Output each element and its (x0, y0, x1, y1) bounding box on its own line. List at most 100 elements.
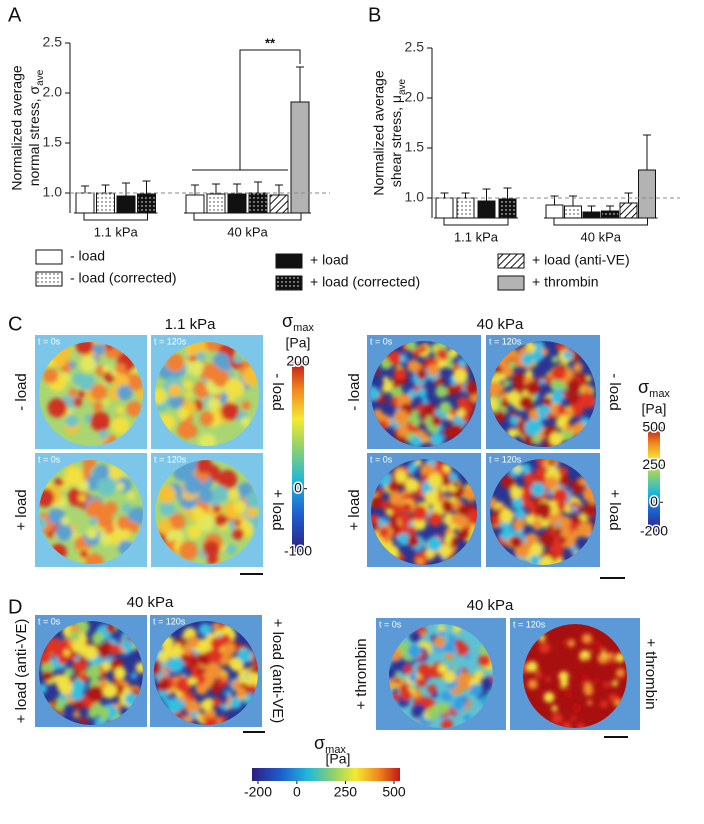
heatmap-blob (407, 526, 417, 536)
heatmap-blob (439, 630, 446, 637)
heatmap-blob (546, 412, 553, 419)
heatmap-blob (448, 471, 459, 482)
heatmap-blob (509, 485, 523, 499)
heatmap-blob (182, 630, 192, 640)
y-axis-label: shear stress, μave (388, 78, 408, 187)
heatmap-blob (450, 540, 458, 548)
heatmap-blob (539, 532, 555, 547)
time-label: t = 0s (370, 336, 393, 346)
heatmap-blob (419, 345, 427, 353)
heatmap-blob (603, 681, 610, 688)
heatmap-blob (226, 544, 237, 555)
heatmap-blob (564, 409, 573, 418)
heatmap-blob (175, 677, 192, 693)
heatmap-blob (69, 630, 80, 641)
colorbar-subscript: max (325, 744, 346, 756)
heatmap-blob (478, 654, 492, 667)
heatmap-blob (407, 644, 423, 659)
heatmap-blob (577, 522, 593, 538)
heatmap-blob (121, 639, 133, 651)
heatmap-blob (117, 385, 133, 401)
heatmap-blob (123, 687, 130, 695)
colorbar-tick-label: -100 (284, 543, 312, 559)
colorbar-tick-label: 0 (294, 479, 302, 495)
heatmap-blob (533, 520, 541, 529)
heatmap-blob (93, 463, 110, 480)
heatmap-blob (391, 687, 399, 694)
heatmap-blob (600, 700, 608, 708)
heatmap-blob (111, 416, 130, 435)
heatmap-blob (499, 508, 515, 524)
heatmap-blob (417, 387, 428, 398)
panel-label: D (8, 596, 22, 618)
heatmap-blob (85, 475, 101, 491)
heatmap-blobs (39, 621, 143, 725)
heatmap-blob (525, 381, 541, 396)
heatmap-blob (101, 661, 112, 672)
heatmap-blob (493, 410, 506, 423)
row-label: + thrombin (353, 638, 370, 709)
heatmap-blob (381, 383, 391, 393)
heatmap-blob (512, 372, 528, 389)
heatmap-blob (428, 514, 437, 523)
heatmap-blob (390, 385, 403, 398)
heatmap-blob (453, 368, 468, 384)
heatmap-blob (424, 490, 439, 505)
heatmap-blob (190, 710, 198, 719)
heatmap-blob (115, 363, 126, 375)
annotation: ** (265, 35, 276, 50)
heatmap-blob (190, 670, 200, 679)
heatmap-blob (168, 513, 186, 531)
legend-label: + thrombin (532, 274, 599, 290)
heatmap-blob (407, 359, 421, 373)
heatmap-blob (554, 546, 561, 553)
heatmap-blob (126, 400, 143, 417)
heatmap-blob (427, 363, 440, 377)
heatmap-blob (430, 432, 444, 447)
heatmap-blob (220, 703, 228, 711)
colorbar-unit: [Pa] (642, 401, 667, 417)
heatmap-blob (42, 670, 53, 682)
heatmap-blob (398, 641, 411, 654)
legend-swatch (497, 275, 525, 291)
heatmap-blob (415, 557, 425, 565)
heatmap-blob (446, 413, 454, 421)
panel-label: A (8, 4, 22, 26)
heatmap-blob (442, 463, 452, 473)
heatmap-blob (441, 500, 454, 513)
heatmap-blob (102, 398, 110, 406)
bar (477, 200, 496, 219)
group-label: 40 kPa (227, 224, 268, 239)
heatmap-blob (572, 703, 582, 714)
heatmap-blob (116, 405, 125, 414)
bar (227, 193, 247, 214)
legend-swatch (275, 275, 303, 291)
time-label: t = 0s (38, 336, 61, 346)
y-axis-label: Normalized average (9, 65, 25, 190)
colorbar-tick-label: 0 (650, 493, 658, 509)
heatmap-blob (571, 529, 581, 539)
heatmap-blob (63, 649, 70, 657)
heatmap-blob (388, 491, 403, 506)
heatmap-blob (438, 544, 452, 558)
heatmap-blob (212, 697, 222, 707)
heatmap-blob (427, 684, 437, 694)
heatmap-blob (199, 411, 215, 426)
bar (619, 202, 638, 219)
heatmap-blob (539, 642, 551, 654)
heatmap-blob (386, 509, 393, 516)
colorbar-tick-label: -200 (244, 784, 272, 800)
heatmap-blob (72, 678, 87, 693)
legend-swatch (35, 271, 63, 287)
heatmap-blob (93, 401, 103, 412)
heatmap-blob (478, 676, 493, 692)
heatmap-blob (121, 503, 132, 514)
heatmap-blob (204, 715, 219, 725)
heatmap-blob (519, 396, 534, 411)
heatmap-blob (535, 671, 542, 679)
heatmap-blob (210, 637, 224, 651)
heatmap-blob (456, 408, 466, 418)
heatmap-blob (530, 543, 544, 557)
heatmap (154, 621, 258, 725)
heatmap-blob (469, 683, 483, 697)
